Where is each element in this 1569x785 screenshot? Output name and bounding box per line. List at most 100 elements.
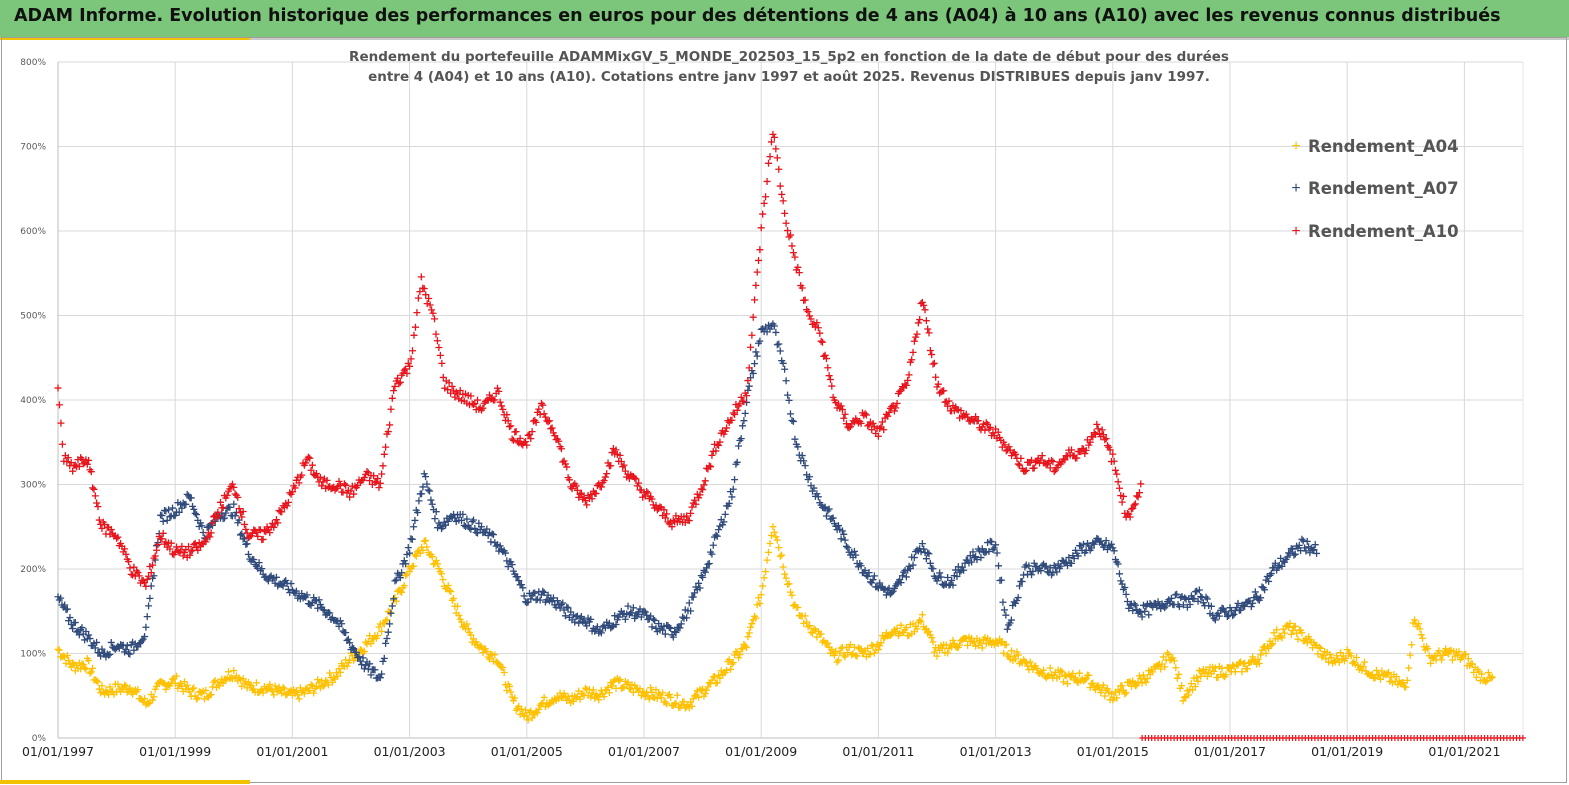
data-point-marker bbox=[215, 682, 223, 690]
data-point-marker bbox=[834, 656, 842, 664]
banner-gold-accent bbox=[0, 37, 250, 40]
data-point-marker bbox=[190, 684, 198, 692]
data-point-marker bbox=[672, 628, 680, 636]
data-point-marker bbox=[1258, 646, 1266, 654]
data-point-marker bbox=[1411, 616, 1419, 624]
y-tick-label: 300% bbox=[20, 481, 46, 491]
data-point-marker bbox=[1191, 682, 1199, 690]
data-point-marker bbox=[587, 693, 595, 701]
data-point-marker bbox=[378, 670, 386, 678]
data-point-marker bbox=[250, 556, 258, 564]
data-point-marker bbox=[1046, 664, 1054, 672]
data-point-marker bbox=[367, 640, 375, 648]
data-point-marker bbox=[640, 607, 648, 615]
data-point-marker bbox=[632, 612, 640, 620]
data-point-marker bbox=[1175, 670, 1183, 678]
data-point-marker bbox=[830, 651, 838, 659]
data-point-marker bbox=[319, 478, 327, 486]
data-point-marker bbox=[1123, 597, 1131, 605]
data-point-marker bbox=[803, 618, 811, 626]
data-point-marker bbox=[736, 651, 744, 659]
data-point-marker bbox=[683, 512, 691, 520]
data-point-marker bbox=[403, 369, 411, 377]
data-point-marker bbox=[1040, 666, 1048, 674]
data-point-marker bbox=[335, 665, 343, 673]
data-point-marker bbox=[1269, 640, 1277, 648]
data-point-marker bbox=[571, 618, 579, 626]
data-point-marker bbox=[1107, 690, 1115, 698]
data-point-marker bbox=[467, 392, 475, 400]
data-point-marker bbox=[335, 477, 343, 485]
data-point-marker bbox=[729, 485, 737, 493]
x-tick-label: 01/01/2009 bbox=[725, 744, 797, 759]
data-point-marker bbox=[563, 463, 571, 471]
data-point-marker bbox=[1326, 651, 1334, 659]
data-point-marker bbox=[459, 510, 467, 518]
data-point-marker bbox=[243, 540, 251, 548]
data-point-marker bbox=[94, 678, 102, 686]
data-point-marker bbox=[1061, 456, 1069, 464]
data-point-marker bbox=[284, 585, 292, 593]
data-point-marker bbox=[772, 328, 780, 336]
data-point-marker bbox=[81, 664, 89, 672]
data-point-marker bbox=[1402, 683, 1410, 691]
data-point-marker bbox=[1103, 685, 1111, 693]
data-point-marker bbox=[852, 551, 860, 559]
data-point-marker bbox=[900, 568, 908, 576]
data-point-marker bbox=[687, 509, 695, 517]
legend-item-a04: + Rendement_A04 bbox=[1291, 137, 1458, 156]
data-point-marker bbox=[1185, 691, 1193, 699]
data-point-marker bbox=[206, 533, 214, 541]
data-point-marker bbox=[644, 489, 652, 497]
data-point-marker bbox=[1257, 651, 1265, 659]
data-point-marker bbox=[1286, 549, 1294, 557]
data-point-marker bbox=[824, 639, 832, 647]
data-point-marker bbox=[1303, 537, 1311, 545]
data-point-marker bbox=[1487, 674, 1495, 682]
data-point-marker bbox=[424, 486, 432, 494]
data-point-marker bbox=[740, 417, 748, 425]
data-point-marker bbox=[1285, 623, 1293, 631]
data-point-marker bbox=[677, 702, 685, 710]
data-point-marker bbox=[446, 587, 454, 595]
data-point-marker bbox=[826, 376, 834, 384]
data-point-marker bbox=[423, 480, 431, 488]
data-point-marker bbox=[1462, 650, 1470, 658]
data-point-marker bbox=[300, 690, 308, 698]
data-point-marker bbox=[820, 504, 828, 512]
data-point-marker bbox=[765, 159, 773, 167]
data-point-marker bbox=[1026, 658, 1034, 666]
data-point-marker bbox=[515, 577, 523, 585]
data-point-marker bbox=[776, 552, 784, 560]
data-point-marker bbox=[1114, 560, 1122, 568]
legend-marker-a07: + bbox=[1291, 180, 1300, 197]
data-point-marker bbox=[760, 574, 768, 582]
data-point-marker bbox=[1049, 569, 1057, 577]
data-point-marker bbox=[520, 592, 528, 600]
data-point-marker bbox=[648, 688, 656, 696]
data-point-marker bbox=[766, 153, 774, 161]
data-point-marker bbox=[141, 633, 149, 641]
data-point-marker bbox=[1416, 625, 1424, 633]
data-point-marker bbox=[916, 616, 924, 624]
data-point-marker bbox=[142, 623, 150, 631]
data-point-marker bbox=[279, 684, 287, 692]
data-point-marker bbox=[1384, 669, 1392, 677]
data-point-marker bbox=[1186, 600, 1194, 608]
data-point-marker bbox=[1154, 661, 1162, 669]
data-point-marker bbox=[880, 426, 888, 434]
data-point-marker bbox=[832, 647, 840, 655]
legend-item-a07: + Rendement_A07 bbox=[1291, 179, 1458, 198]
data-point-marker bbox=[869, 642, 877, 650]
data-point-marker bbox=[1131, 682, 1139, 690]
data-point-marker bbox=[1301, 544, 1309, 552]
data-point-marker bbox=[238, 513, 246, 521]
data-point-marker bbox=[166, 545, 174, 553]
data-point-marker bbox=[169, 675, 177, 683]
data-point-marker bbox=[779, 563, 787, 571]
data-point-marker bbox=[728, 416, 736, 424]
x-tick-label: 01/01/2003 bbox=[374, 744, 446, 759]
data-point-marker bbox=[782, 219, 790, 227]
data-point-marker bbox=[837, 402, 845, 410]
data-point-marker bbox=[1207, 602, 1215, 610]
